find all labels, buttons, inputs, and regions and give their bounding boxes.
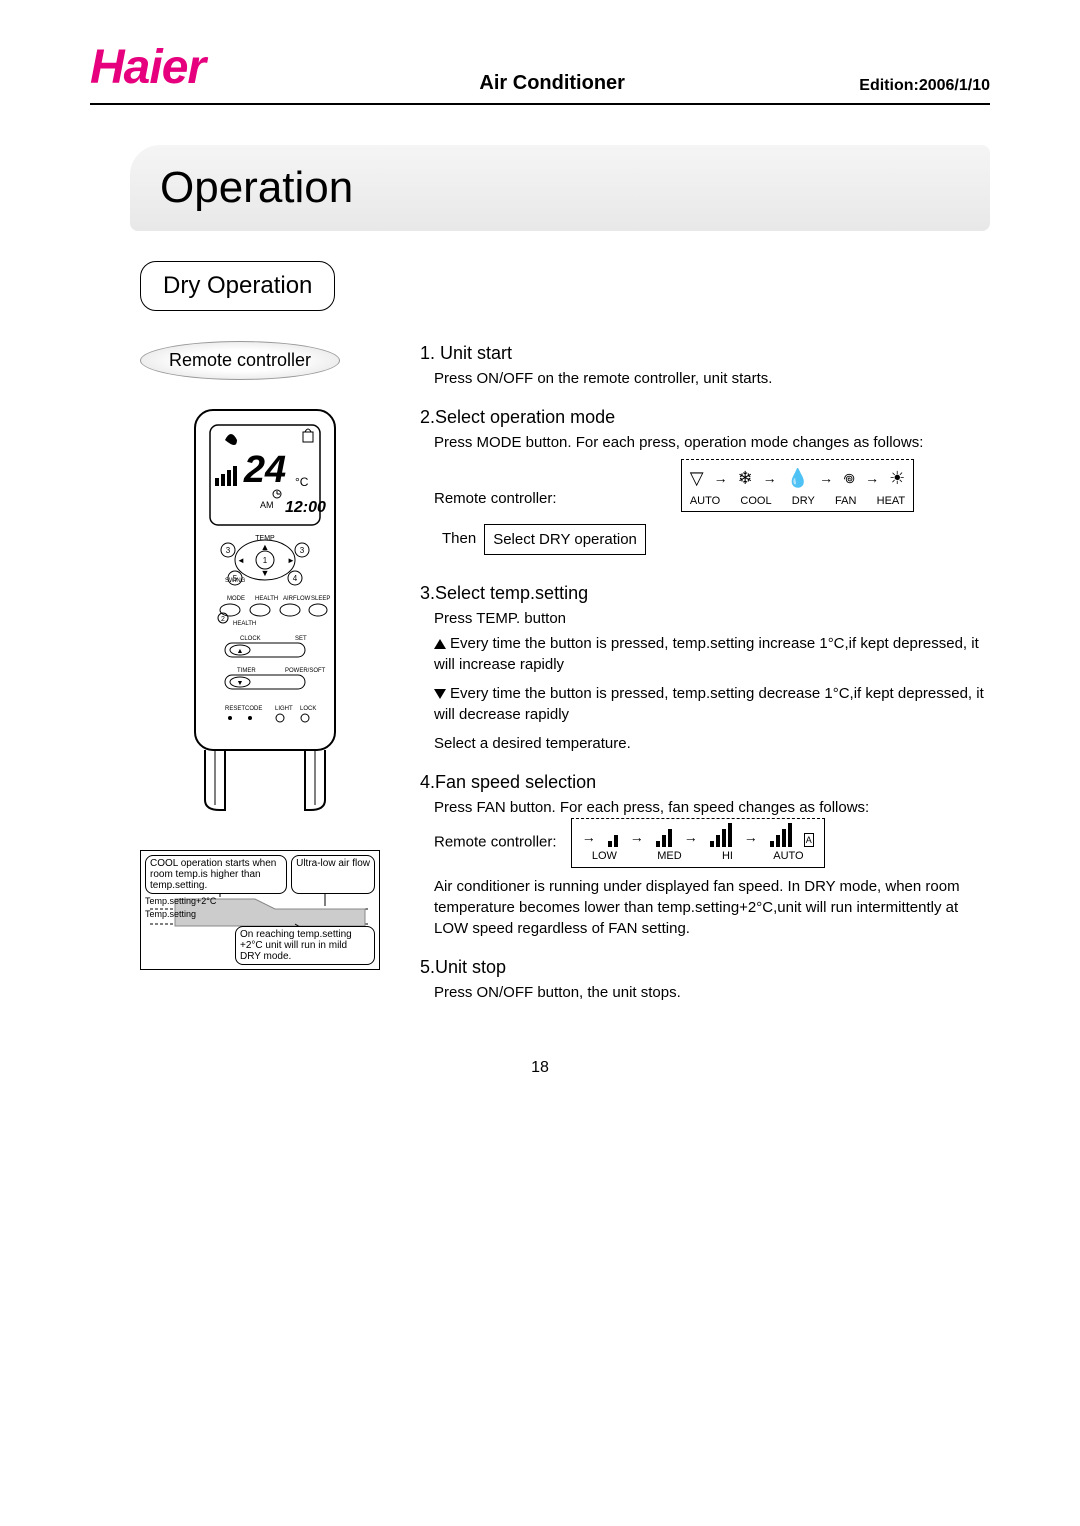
- svg-text:▼: ▼: [261, 568, 270, 578]
- page-number: 18: [90, 1059, 990, 1077]
- svg-text:TIMER: TIMER: [237, 668, 256, 674]
- remote-controller-illustration: 24 °C AM 12:00 TEMP ▲ ▼ ◄ ► 3 3 5 4 1 SW…: [165, 400, 365, 820]
- diagram-label-top: Temp.setting+2°C: [145, 896, 216, 906]
- step-2-title: 2.Select operation mode: [420, 405, 990, 430]
- diagram-label-bottom: Temp.setting: [145, 909, 196, 919]
- svg-text:CODE: CODE: [245, 706, 262, 712]
- step-4: 4.Fan speed selection Press FAN button. …: [420, 770, 990, 939]
- fan-icon: 𖦹: [843, 466, 855, 491]
- brand-logo: Haier: [90, 40, 205, 95]
- left-column: Remote controller 24 °C AM 12:00 TEMP: [140, 341, 390, 1019]
- controller-label: Remote controller: [140, 341, 340, 380]
- svg-text:4: 4: [293, 574, 298, 583]
- step-1: 1. Unit start Press ON/OFF on the remote…: [420, 341, 990, 389]
- dry-mode-diagram: COOL operation starts when room temp.is …: [140, 850, 380, 970]
- step-5-body: Press ON/OFF button, the unit stops.: [420, 982, 990, 1003]
- svg-text:HEALTH: HEALTH: [233, 621, 256, 627]
- step-1-body: Press ON/OFF on the remote controller, u…: [420, 368, 990, 389]
- svg-text:SET: SET: [295, 636, 307, 642]
- fan-speed-diagram: → → → → A LOW MED HI AUTO: [571, 818, 825, 867]
- step-4-title: 4.Fan speed selection: [420, 770, 990, 795]
- svg-text:2: 2: [221, 616, 225, 623]
- step-5-title: 5.Unit stop: [420, 955, 990, 980]
- section-title-bar: Operation: [130, 145, 990, 231]
- svg-text:12:00: 12:00: [285, 499, 326, 516]
- svg-text:SWING: SWING: [225, 578, 246, 584]
- page-header: Haier Air Conditioner Edition:2006/1/10: [90, 40, 990, 105]
- diagram-callout-1: COOL operation starts when room temp.is …: [145, 855, 287, 894]
- step-1-title: 1. Unit start: [420, 341, 990, 366]
- product-name: Air Conditioner: [245, 72, 859, 95]
- svg-text:HEALTH: HEALTH: [255, 596, 278, 602]
- svg-text:MODE: MODE: [227, 596, 245, 602]
- svg-text:◄: ◄: [237, 556, 245, 565]
- svg-text:24: 24: [243, 449, 286, 491]
- svg-text:▲: ▲: [261, 542, 270, 552]
- step-3: 3.Select temp.setting Press TEMP. button…: [420, 581, 990, 754]
- svg-text:1: 1: [263, 556, 268, 565]
- svg-text:▲: ▲: [237, 648, 244, 655]
- svg-text:CLOCK: CLOCK: [240, 636, 261, 642]
- svg-text:RESET: RESET: [225, 706, 245, 712]
- step-3-title: 3.Select temp.setting: [420, 581, 990, 606]
- svg-text:POWER/SOFT: POWER/SOFT: [285, 668, 326, 674]
- svg-text:°C: °C: [295, 475, 309, 489]
- mode-cycle-diagram: ▽→ ❄→ 💧→ 𖦹→ ☀ AUTO COOL DRY FAN HEAT: [681, 459, 915, 512]
- cool-icon: ❄: [738, 466, 753, 491]
- right-column: 1. Unit start Press ON/OFF on the remote…: [420, 341, 990, 1019]
- then-box: Then Select DRY operation: [434, 524, 646, 555]
- auto-icon: ▽: [690, 466, 704, 491]
- step-5: 5.Unit stop Press ON/OFF button, the uni…: [420, 955, 990, 1003]
- sub-title: Dry Operation: [140, 261, 335, 311]
- heat-icon: ☀: [889, 466, 905, 491]
- svg-text:SLEEP: SLEEP: [311, 596, 330, 602]
- svg-text:►: ►: [287, 556, 295, 565]
- step-4-body: Press FAN button. For each press, fan sp…: [420, 797, 990, 938]
- section-title: Operation: [160, 163, 960, 213]
- svg-text:3: 3: [300, 546, 305, 555]
- svg-text:AIRFLOW: AIRFLOW: [283, 596, 311, 602]
- svg-text:AM: AM: [260, 500, 274, 510]
- step-3-body: Press TEMP. button Every time the button…: [420, 608, 990, 754]
- step-2: 2.Select operation mode Press MODE butto…: [420, 405, 990, 565]
- diagram-callout-2: Ultra-low air flow: [291, 855, 375, 894]
- diagram-callout-3: On reaching temp.setting +2°C unit will …: [235, 926, 375, 965]
- step-2-body: Press MODE button. For each press, opera…: [420, 432, 990, 565]
- svg-text:3: 3: [226, 546, 231, 555]
- svg-text:LOCK: LOCK: [300, 706, 316, 712]
- svg-text:▼: ▼: [237, 680, 244, 687]
- dry-icon: 💧: [787, 466, 809, 491]
- edition-text: Edition:2006/1/10: [859, 77, 990, 95]
- content-row: Remote controller 24 °C AM 12:00 TEMP: [140, 341, 990, 1019]
- svg-text:LIGHT: LIGHT: [275, 706, 293, 712]
- triangle-down-icon: [434, 689, 446, 699]
- triangle-up-icon: [434, 639, 446, 649]
